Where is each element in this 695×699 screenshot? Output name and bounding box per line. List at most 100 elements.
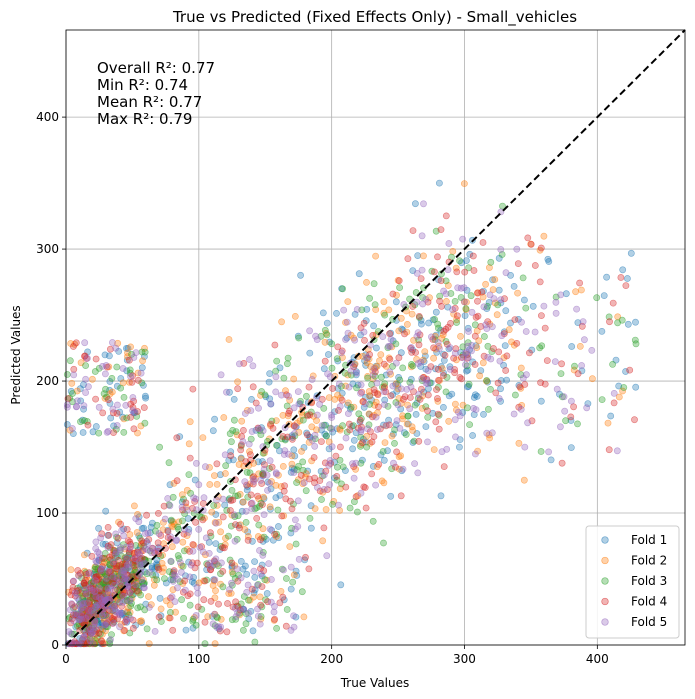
legend-box (585, 525, 680, 639)
data-point (359, 352, 367, 360)
legend-label: Fold 4 (631, 595, 667, 609)
data-point (538, 312, 545, 319)
data-point (617, 274, 625, 281)
data-point (403, 320, 411, 328)
data-point (106, 399, 114, 407)
data-point (231, 492, 239, 500)
data-point (385, 342, 392, 350)
data-point (130, 502, 138, 510)
data-point (344, 329, 352, 337)
data-point (135, 558, 143, 565)
data-point (207, 597, 215, 605)
data-point (201, 577, 209, 585)
data-point (424, 380, 432, 387)
data-point (313, 411, 321, 419)
data-point (278, 391, 285, 399)
data-point (389, 382, 397, 390)
data-point (401, 330, 408, 338)
data-point (322, 467, 330, 475)
data-point (433, 395, 441, 402)
data-point (144, 529, 152, 537)
data-point (127, 413, 135, 421)
data-point (253, 581, 261, 589)
data-point (363, 354, 371, 362)
data-point (466, 250, 474, 258)
data-point (537, 244, 545, 252)
data-point (182, 499, 190, 507)
data-point (402, 431, 410, 438)
data-point (403, 328, 411, 336)
data-point (273, 441, 280, 449)
data-point (265, 378, 273, 386)
data-point (143, 511, 150, 519)
data-point (177, 568, 185, 576)
data-point (120, 592, 127, 600)
data-point (316, 400, 323, 408)
data-point (295, 556, 303, 563)
data-point (311, 442, 319, 450)
data-point (266, 479, 273, 487)
data-point (120, 532, 127, 540)
data-point (143, 625, 151, 633)
data-point (462, 305, 470, 313)
data-point (102, 507, 110, 515)
data-point (192, 459, 200, 467)
data-point (255, 404, 262, 412)
data-point (434, 365, 442, 373)
data-point (435, 376, 442, 384)
data-point (256, 547, 263, 554)
data-point (567, 413, 575, 421)
data-point (430, 354, 437, 362)
data-point (358, 388, 366, 396)
data-point (409, 227, 417, 234)
legend-label: Fold 2 (631, 554, 667, 568)
data-point (605, 446, 613, 454)
data-point (373, 379, 381, 387)
data-point (117, 544, 124, 552)
data-point (134, 511, 141, 518)
data-point (124, 537, 132, 544)
data-point (189, 618, 197, 625)
data-point (159, 551, 166, 559)
data-point (474, 312, 482, 320)
data-point (212, 519, 220, 527)
data-point (492, 389, 500, 397)
data-point (247, 456, 254, 464)
data-point (624, 275, 631, 282)
data-point (381, 311, 389, 319)
data-point (322, 506, 330, 513)
data-point (137, 617, 145, 625)
data-point (392, 359, 400, 367)
data-point (228, 559, 236, 567)
data-point (139, 357, 146, 365)
data-point (274, 523, 282, 530)
r2-annotation-line: Overall R²: 0.77 (97, 59, 215, 77)
reference-diagonal-line (65, 29, 686, 646)
data-point (244, 581, 252, 589)
data-point (189, 504, 196, 512)
data-point (272, 367, 280, 375)
data-point (557, 370, 565, 377)
data-point (461, 298, 468, 306)
data-point (399, 465, 407, 473)
data-point (494, 379, 502, 387)
data-point (408, 423, 416, 431)
data-point (483, 377, 491, 384)
data-point (166, 614, 174, 622)
data-point (186, 418, 194, 426)
data-point (169, 626, 177, 634)
data-point (365, 421, 373, 429)
data-point (69, 578, 77, 585)
data-point (503, 376, 510, 384)
data-point (117, 546, 124, 554)
data-point (498, 251, 506, 258)
data-point (308, 457, 315, 465)
data-point (519, 374, 527, 382)
data-point (336, 443, 344, 451)
data-point (167, 557, 175, 565)
data-point (122, 543, 130, 551)
data-point (145, 536, 153, 543)
data-point (626, 366, 634, 374)
y-tick-label: 400 (36, 110, 59, 124)
data-point (260, 465, 268, 473)
